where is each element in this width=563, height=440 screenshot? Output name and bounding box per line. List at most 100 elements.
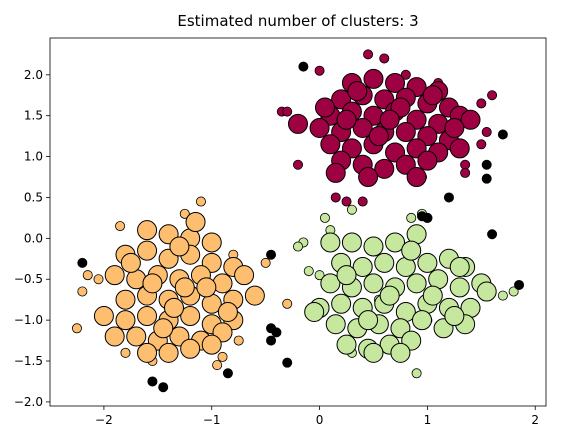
core-point [115, 310, 136, 331]
core-point [169, 236, 190, 257]
y-tick-label: −0.5 [14, 272, 43, 286]
core-point [417, 252, 438, 273]
border-point [379, 53, 390, 64]
series-0 [276, 49, 498, 207]
core-point [104, 265, 125, 286]
noise-point [514, 279, 525, 290]
series-2 [292, 204, 519, 379]
core-point [180, 306, 201, 327]
border-point [120, 347, 131, 358]
core-point [379, 109, 400, 130]
core-point [336, 109, 357, 130]
border-point [314, 65, 325, 76]
y-tick-label: −1.0 [14, 313, 43, 327]
core-point [325, 162, 346, 183]
core-point [368, 126, 389, 147]
noise-point [443, 192, 454, 203]
y-tick-label: 0.5 [24, 190, 43, 204]
x-tick-label: −2 [95, 413, 113, 427]
border-point [217, 351, 228, 362]
core-point [390, 342, 411, 363]
border-point [115, 221, 126, 232]
core-point [164, 297, 184, 318]
core-point [449, 256, 470, 277]
core-point [336, 265, 357, 286]
core-point [201, 232, 222, 253]
border-point [195, 196, 206, 207]
border-point [233, 335, 244, 346]
border-point [319, 212, 330, 223]
core-point [120, 252, 141, 273]
noise-point [271, 327, 282, 338]
core-point [104, 326, 125, 347]
core-point [363, 273, 384, 294]
border-point [341, 196, 352, 207]
y-tick-label: 0.0 [24, 231, 43, 245]
core-point [363, 342, 384, 363]
border-point [476, 98, 487, 109]
border-point [292, 159, 303, 170]
series-1 [71, 196, 293, 371]
x-axis: −2 −1 0 1 2 [95, 406, 539, 427]
border-point [497, 290, 508, 301]
core-point [320, 232, 341, 253]
core-point [422, 85, 443, 106]
core-point [158, 342, 179, 363]
core-point [244, 285, 265, 306]
core-point [352, 256, 373, 277]
noise-point [147, 376, 158, 387]
y-tick-label: 1.0 [24, 150, 43, 164]
border-point [330, 192, 341, 203]
core-point [422, 285, 443, 306]
core-point [374, 252, 395, 273]
core-point [137, 240, 158, 261]
noise-point [282, 357, 293, 368]
core-point [374, 158, 395, 179]
border-point [282, 298, 293, 309]
core-point [126, 326, 147, 347]
y-tick-label: −2.0 [14, 395, 43, 409]
core-point [385, 72, 406, 93]
core-point [401, 240, 422, 261]
border-point [487, 90, 498, 101]
core-point [185, 212, 206, 232]
border-point [406, 212, 417, 223]
noise-point [266, 335, 277, 346]
border-point [508, 286, 519, 297]
core-point [363, 68, 384, 89]
border-point [71, 323, 82, 334]
core-point [137, 306, 158, 327]
border-point [282, 106, 293, 117]
core-point [137, 342, 158, 363]
noise-point [481, 173, 492, 184]
core-point [320, 273, 341, 294]
border-point [460, 167, 471, 178]
core-point [137, 220, 158, 241]
noise-point [77, 257, 88, 268]
core-point [93, 306, 114, 327]
core-point [320, 134, 341, 155]
core-point [476, 281, 497, 302]
core-point [115, 289, 136, 310]
y-axis: −2.0 −1.5 −1.0 −0.5 0.0 0.5 1.0 1.5 2.0 [14, 68, 50, 409]
core-point [412, 310, 432, 331]
core-point [304, 301, 325, 322]
border-point [303, 266, 314, 277]
core-point [406, 167, 427, 188]
core-point [352, 117, 373, 138]
border-point [346, 204, 357, 215]
border-point [314, 270, 325, 281]
y-tick-label: 1.5 [24, 109, 43, 123]
core-point [385, 232, 406, 253]
core-point [180, 338, 201, 359]
border-point [411, 368, 422, 379]
core-point [325, 314, 346, 335]
core-point [196, 277, 217, 298]
core-point [217, 301, 238, 322]
border-point [77, 286, 88, 297]
core-point [331, 293, 352, 314]
x-tick-label: 1 [424, 413, 432, 427]
chart-title: Estimated number of clusters: 3 [177, 12, 418, 30]
noise-point [222, 368, 233, 379]
noise-point [481, 159, 492, 170]
